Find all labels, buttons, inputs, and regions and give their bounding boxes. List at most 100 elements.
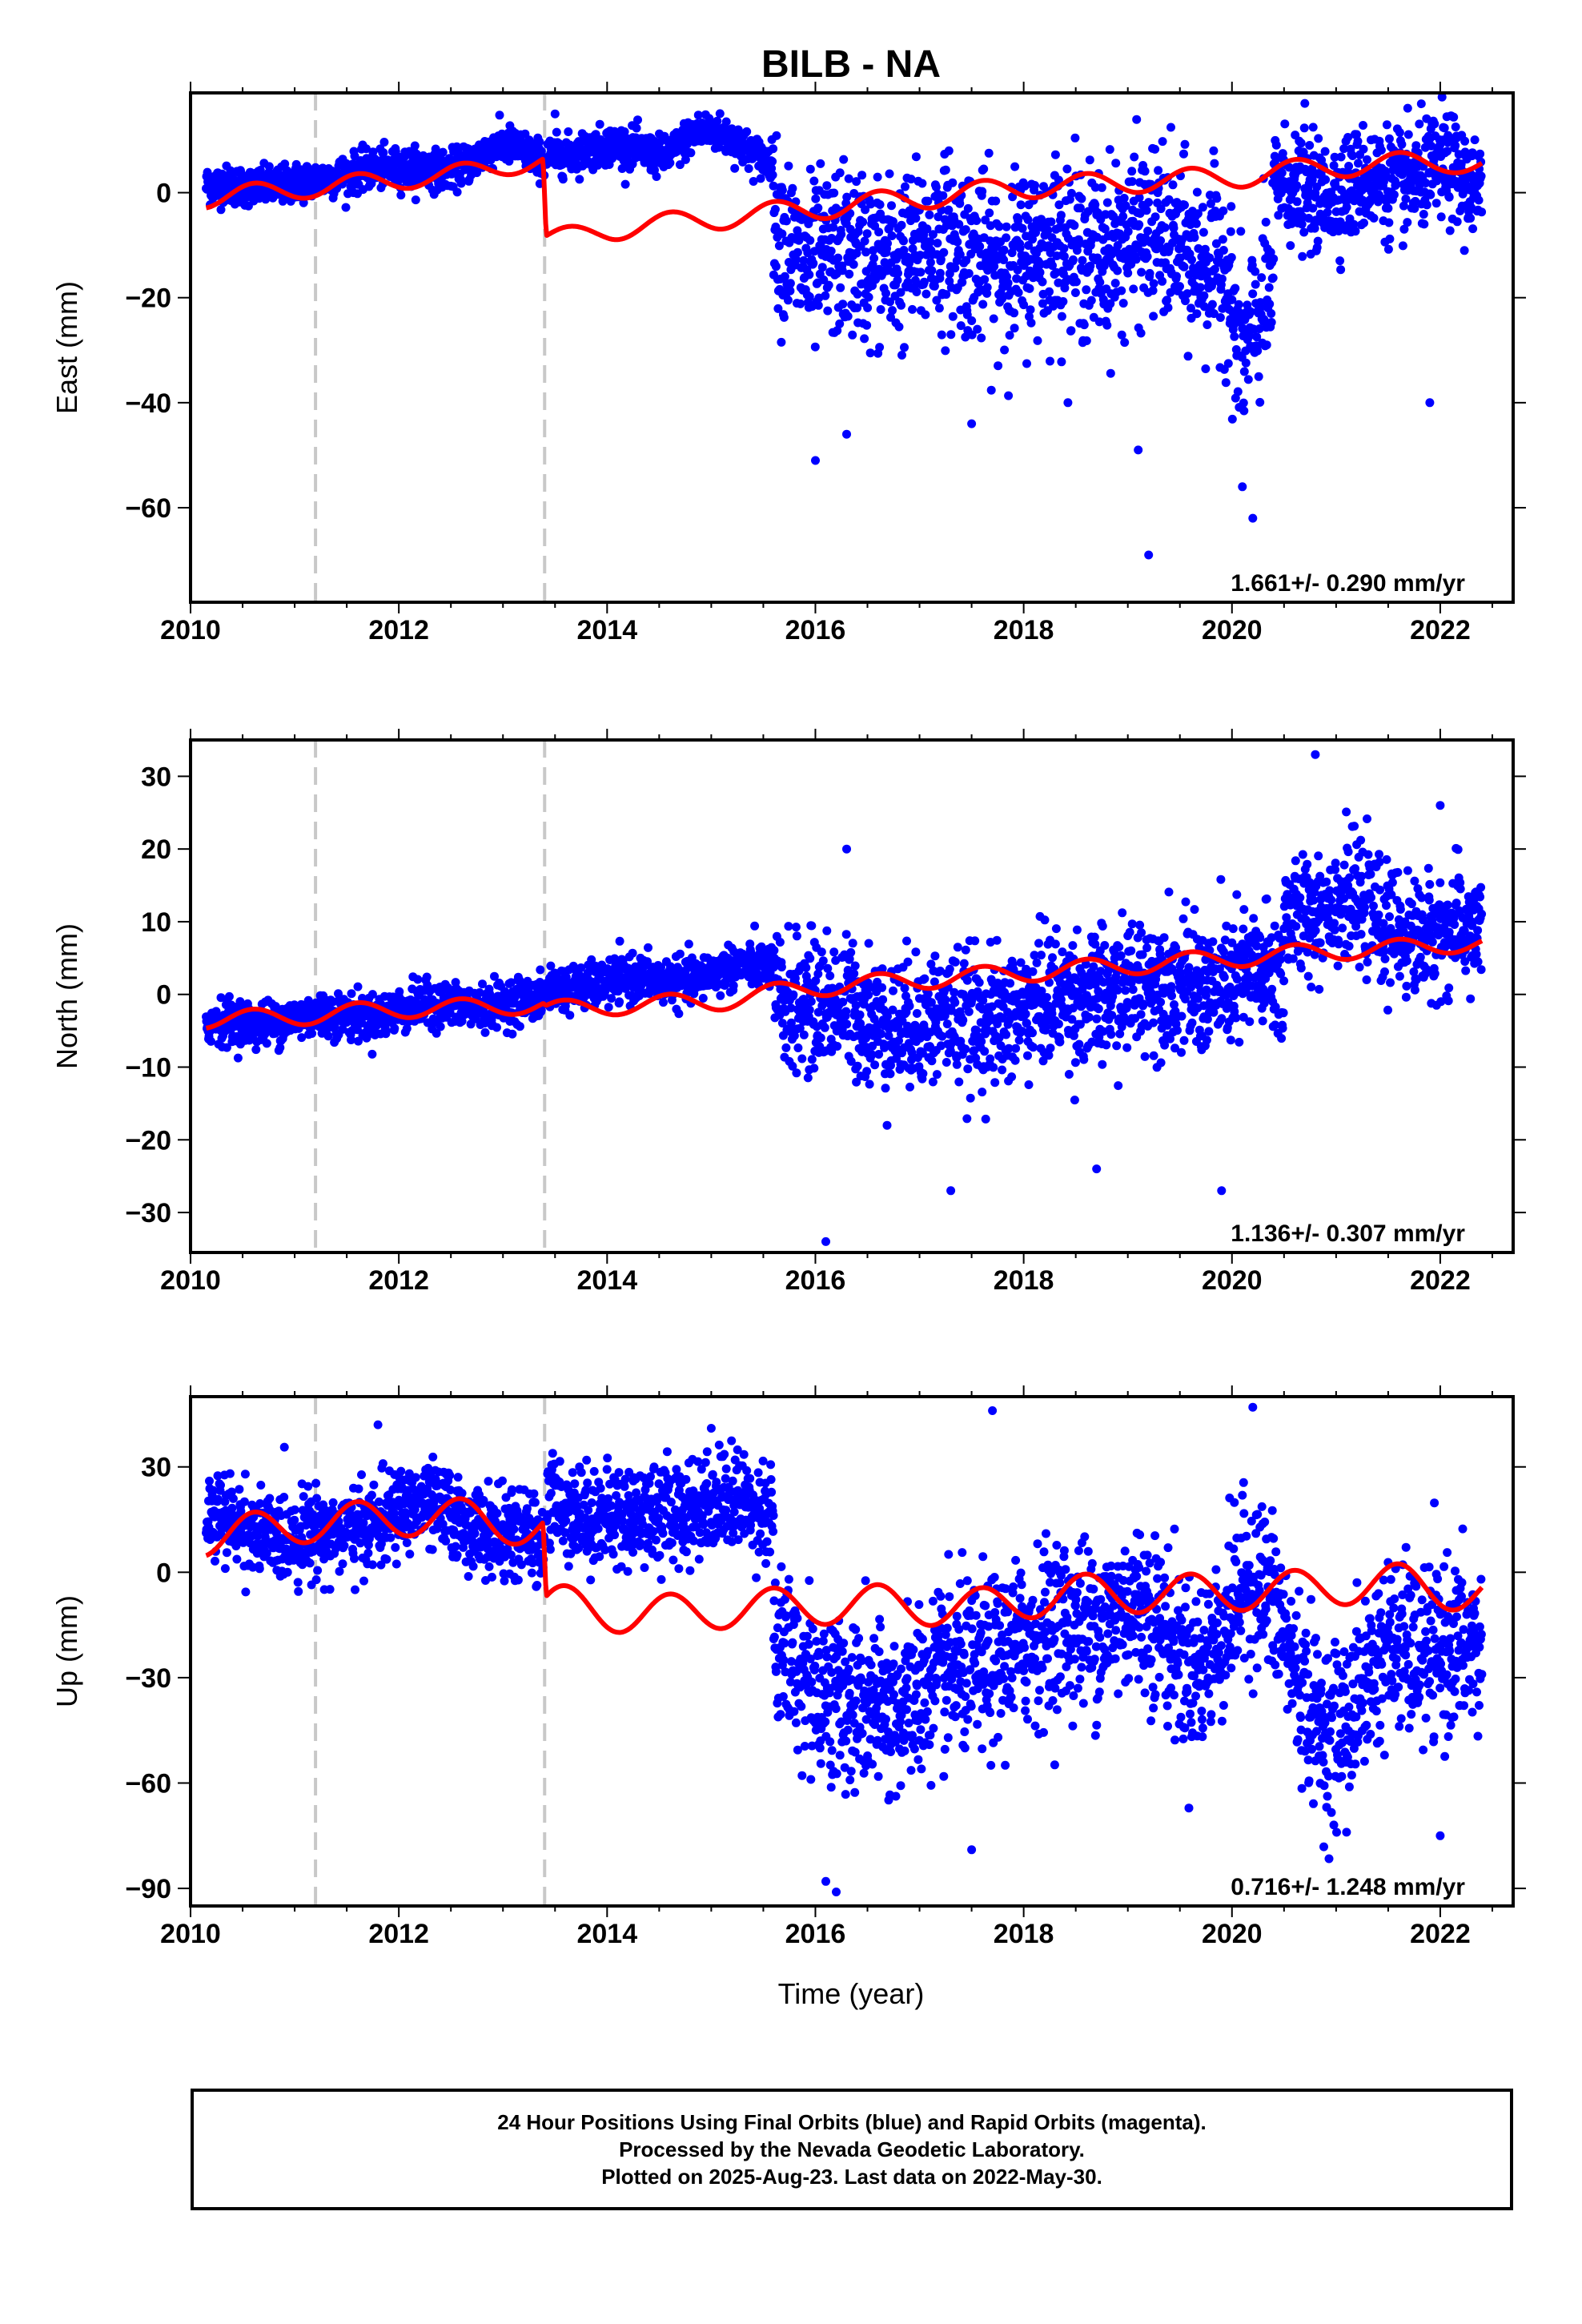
data-point <box>921 310 930 320</box>
outlier-point <box>1248 513 1258 523</box>
data-point <box>793 1043 803 1052</box>
data-point <box>875 200 885 209</box>
data-point <box>1035 267 1045 277</box>
data-point <box>693 111 703 120</box>
data-point <box>936 255 946 264</box>
data-point <box>836 283 845 292</box>
data-point <box>813 300 823 310</box>
data-point <box>713 116 722 126</box>
data-point <box>809 176 819 186</box>
data-point <box>515 1022 524 1031</box>
data-point <box>1304 214 1314 223</box>
x-tick-label: 2022 <box>1410 615 1471 645</box>
data-point <box>1419 210 1428 219</box>
data-point <box>869 253 879 263</box>
data-point <box>1070 133 1080 143</box>
data-point <box>1179 149 1188 159</box>
data-point <box>1136 328 1146 338</box>
data-point <box>1056 211 1066 220</box>
data-point <box>769 144 778 154</box>
data-point <box>684 939 693 949</box>
data-point <box>881 1084 890 1093</box>
data-point <box>1185 270 1194 279</box>
data-point <box>456 179 466 188</box>
data-point <box>1422 200 1431 210</box>
data-point <box>1223 359 1233 368</box>
data-point <box>977 333 986 343</box>
data-point <box>564 127 573 136</box>
data-point <box>1195 283 1205 292</box>
data-point <box>1415 119 1424 129</box>
data-point <box>224 991 234 1001</box>
data-point <box>347 989 356 999</box>
data-point <box>1383 244 1393 254</box>
data-point <box>1245 331 1255 340</box>
data-point <box>1476 171 1486 181</box>
data-point <box>730 163 740 173</box>
data-point <box>490 971 499 981</box>
data-point <box>1477 207 1487 217</box>
data-point <box>1127 177 1137 187</box>
data-point <box>829 947 839 957</box>
data-point <box>659 998 668 1007</box>
data-point <box>1030 181 1039 190</box>
data-point <box>842 192 852 202</box>
data-point <box>870 1060 880 1070</box>
data-point <box>1054 200 1064 210</box>
data-point <box>1113 266 1122 275</box>
data-point <box>822 926 832 935</box>
data-point <box>1437 93 1447 102</box>
data-point <box>575 175 584 184</box>
data-point <box>1403 130 1413 139</box>
data-point <box>1354 159 1363 168</box>
data-point <box>883 1011 892 1021</box>
data-point <box>1470 135 1480 145</box>
data-point <box>1024 241 1033 250</box>
data-point <box>1203 320 1212 329</box>
data-point <box>1259 316 1269 325</box>
data-point <box>1068 255 1078 264</box>
data-point <box>1264 283 1274 292</box>
data-point <box>1384 218 1394 227</box>
data-point <box>504 156 514 166</box>
data-point <box>742 127 752 136</box>
data-point <box>1286 241 1295 251</box>
data-point <box>1057 312 1066 321</box>
data-point <box>883 239 892 248</box>
data-point <box>1082 336 1091 345</box>
data-point <box>1236 227 1246 236</box>
data-point <box>799 1030 809 1039</box>
data-point <box>956 321 966 331</box>
data-point <box>396 191 406 200</box>
data-point <box>1298 251 1307 261</box>
data-point <box>216 205 226 215</box>
data-point <box>801 963 811 972</box>
data-point <box>899 246 909 255</box>
data-point <box>908 304 917 314</box>
data-point <box>1468 224 1478 234</box>
data-point <box>928 230 938 239</box>
plot-area <box>202 740 1487 1252</box>
data-point <box>1269 254 1279 263</box>
data-point <box>1267 318 1276 327</box>
data-point <box>1150 212 1160 222</box>
data-point <box>1149 279 1158 288</box>
data-point <box>613 987 623 996</box>
data-point <box>620 179 630 189</box>
x-tick-label: 2016 <box>785 615 846 645</box>
data-point <box>841 930 851 939</box>
data-point <box>877 983 887 992</box>
data-point <box>1384 134 1394 143</box>
data-point <box>848 939 857 948</box>
data-point <box>855 1010 865 1019</box>
data-point <box>1310 223 1319 233</box>
data-point <box>1246 307 1255 316</box>
data-point <box>744 164 753 173</box>
data-point <box>1421 179 1431 187</box>
data-point <box>1215 313 1225 322</box>
data-point <box>632 123 641 133</box>
data-point <box>480 1027 490 1037</box>
data-point <box>1137 267 1146 277</box>
data-point <box>1349 219 1359 229</box>
outlier-point <box>1238 482 1247 492</box>
